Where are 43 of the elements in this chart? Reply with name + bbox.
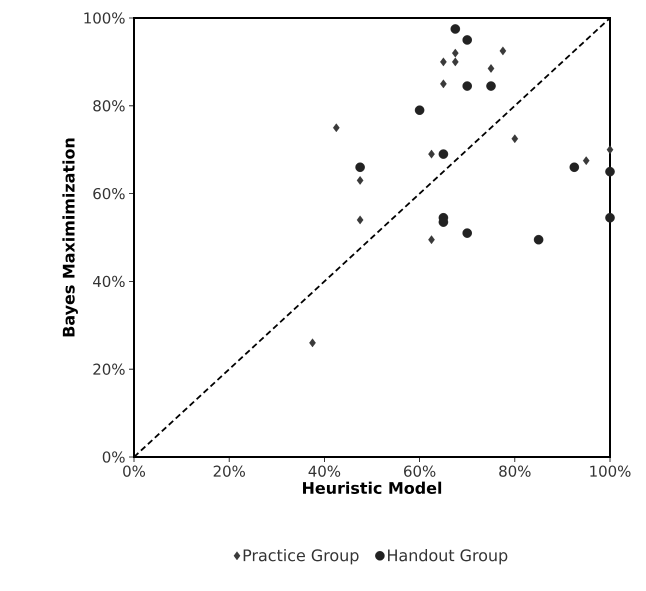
point <box>428 150 435 158</box>
point <box>500 46 506 56</box>
y-tick-label: 100% <box>84 12 125 24</box>
point <box>486 81 496 91</box>
point <box>440 79 447 88</box>
y-tick-label: 40% <box>93 276 125 288</box>
y-tick-label: 0% <box>102 451 125 463</box>
point <box>438 149 448 159</box>
point <box>452 48 459 58</box>
point <box>488 64 494 73</box>
point <box>355 162 365 172</box>
point <box>356 216 364 224</box>
x-axis-title: Heuristic Model <box>303 482 442 494</box>
legend-label: Practice Group <box>244 548 359 564</box>
x-tick-label: 40% <box>308 466 340 477</box>
x-tick-label: 60% <box>404 466 436 477</box>
y-axis-title: Bayes Maximimization <box>62 138 78 336</box>
point <box>414 105 424 115</box>
point <box>570 162 580 172</box>
point <box>462 81 472 91</box>
y-tick-label: 80% <box>93 100 125 112</box>
point <box>428 235 435 244</box>
point <box>450 24 460 34</box>
x-tick-label: 100% <box>590 466 631 477</box>
point <box>356 176 364 185</box>
point <box>605 166 615 176</box>
x-tick-label: 80% <box>499 466 531 477</box>
legend-label: Handout Group <box>388 548 508 564</box>
y-tick-label: 60% <box>93 188 125 200</box>
point <box>511 134 518 144</box>
point <box>462 35 472 45</box>
point <box>534 234 544 244</box>
point <box>462 228 472 238</box>
x-tick-label: 0% <box>123 466 146 477</box>
point <box>605 212 615 223</box>
point <box>332 123 340 132</box>
point <box>606 145 614 154</box>
y-tick-label: 20% <box>93 364 125 375</box>
point <box>582 156 590 166</box>
point <box>440 58 447 66</box>
x-tick-label: 20% <box>214 466 245 477</box>
point <box>309 338 316 348</box>
point <box>452 58 459 66</box>
